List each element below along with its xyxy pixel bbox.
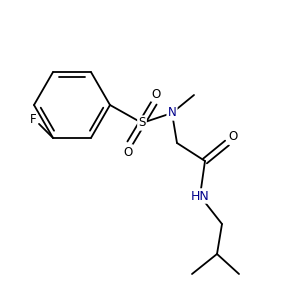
Text: N: N xyxy=(168,107,177,120)
Text: HN: HN xyxy=(191,189,210,203)
Text: O: O xyxy=(123,146,133,159)
Text: O: O xyxy=(151,88,161,100)
Text: S: S xyxy=(138,116,146,129)
Text: F: F xyxy=(30,113,36,126)
Text: O: O xyxy=(228,130,238,143)
